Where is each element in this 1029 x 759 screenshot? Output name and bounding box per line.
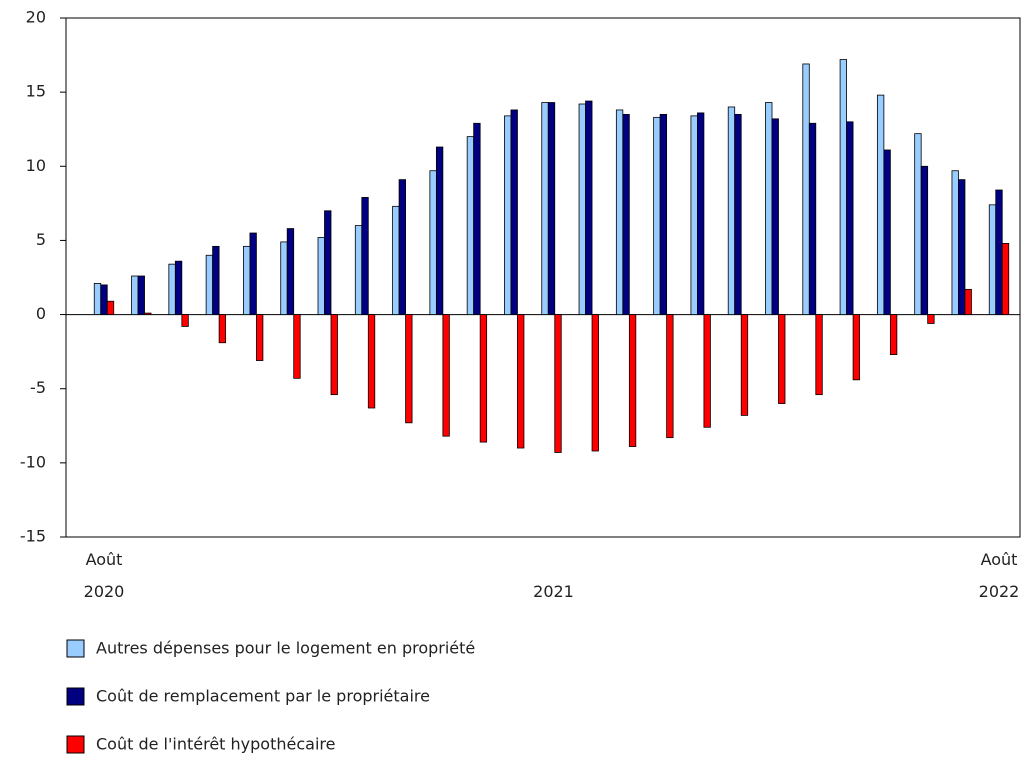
y-tick-label: -15 — [20, 527, 46, 546]
bar — [174, 260, 183, 315]
bar — [889, 314, 898, 356]
y-tick-label: -10 — [20, 452, 46, 471]
y-tick-label: 15 — [26, 82, 46, 101]
bar — [771, 118, 779, 315]
legend-label: Coût de l'intérêt hypothécaire — [96, 735, 335, 754]
bar — [361, 197, 369, 315]
bar — [354, 225, 363, 315]
y-tick-label: 5 — [36, 230, 46, 249]
bar — [578, 103, 586, 315]
legend-label: Autres dépenses pour le logement en prop… — [96, 639, 475, 658]
bar — [765, 102, 773, 315]
bar — [740, 314, 749, 416]
bar — [1001, 242, 1010, 315]
bar — [846, 121, 854, 315]
bar — [808, 122, 817, 315]
bar — [591, 314, 599, 452]
bar — [398, 179, 406, 315]
bar — [622, 113, 630, 315]
legend-swatch — [66, 687, 85, 706]
bar — [541, 102, 549, 315]
bar — [479, 314, 488, 443]
bar — [727, 106, 736, 315]
bar — [690, 115, 698, 315]
bar — [927, 314, 935, 324]
bar — [585, 100, 593, 315]
bar — [392, 205, 400, 315]
bar — [615, 109, 624, 315]
bar — [802, 63, 810, 315]
bar — [429, 170, 437, 315]
bar — [106, 300, 115, 315]
bar — [839, 59, 847, 315]
bar — [504, 115, 512, 315]
bar — [815, 314, 823, 396]
bar — [517, 314, 525, 449]
bar — [703, 314, 711, 428]
bar — [181, 314, 189, 327]
bar — [367, 314, 376, 409]
bar — [510, 109, 518, 315]
bar — [883, 149, 891, 315]
bar — [554, 314, 562, 453]
bar — [988, 204, 997, 315]
bar — [168, 263, 176, 315]
bar — [852, 314, 860, 381]
bar — [920, 165, 929, 315]
bar — [330, 314, 338, 396]
bar — [243, 245, 251, 315]
bar — [218, 314, 227, 344]
bar — [964, 288, 972, 315]
plot-frame — [65, 17, 1021, 538]
bar — [249, 232, 257, 315]
bar — [286, 228, 295, 315]
bar — [734, 113, 742, 315]
y-tick-label: 10 — [26, 156, 46, 175]
bar — [666, 314, 674, 439]
x-mid-label: 2021 — [533, 582, 574, 601]
bar — [144, 312, 152, 315]
bar — [547, 102, 556, 315]
bar — [778, 314, 786, 404]
bar — [324, 210, 332, 315]
y-tick-label: -5 — [30, 378, 46, 397]
x-tick-label: Août 2022 — [978, 550, 1020, 601]
y-tick-label: 0 — [36, 304, 46, 323]
y-tick-label: 20 — [26, 8, 46, 27]
legend-swatch — [66, 639, 85, 658]
bar — [280, 241, 288, 315]
bar — [628, 314, 637, 447]
bar — [958, 179, 966, 315]
bar — [914, 133, 922, 315]
bar — [659, 113, 668, 315]
bar — [100, 284, 108, 315]
legend-swatch — [66, 735, 85, 754]
legend-label: Coût de remplacement par le propriétaire — [96, 687, 430, 706]
bar — [951, 170, 959, 315]
bar — [205, 254, 214, 315]
bar — [876, 94, 885, 315]
bar — [995, 189, 1003, 315]
bar — [697, 112, 705, 315]
bar — [137, 275, 145, 315]
bar — [473, 122, 481, 315]
bar — [466, 136, 475, 315]
bar — [442, 314, 450, 437]
bar — [212, 245, 220, 315]
bar — [405, 314, 413, 424]
bar — [93, 283, 102, 315]
bar — [435, 146, 444, 315]
bar — [256, 314, 264, 361]
bar — [653, 116, 661, 315]
bar — [317, 237, 325, 315]
bar — [293, 314, 301, 379]
x-tick-label: Août 2020 — [83, 550, 125, 601]
bar — [131, 275, 139, 315]
